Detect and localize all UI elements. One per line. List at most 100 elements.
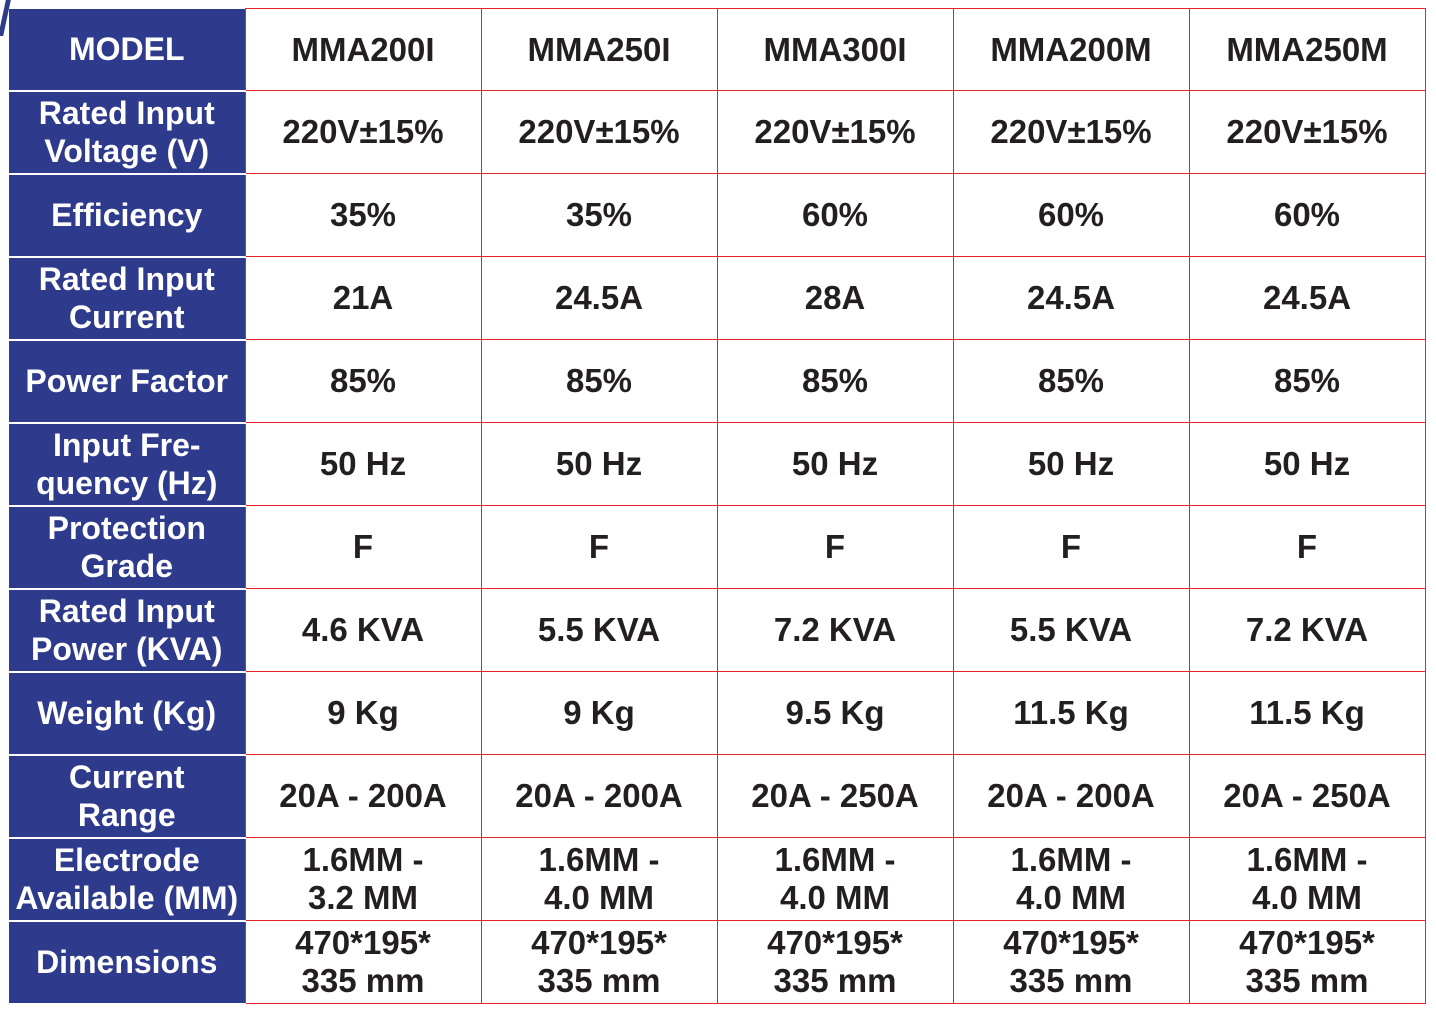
table-row: Electrode Available (MM) 1.6MM - 3.2 MM 1.… bbox=[9, 837, 1426, 922]
cell-value: 11.5 Kg bbox=[1013, 694, 1129, 731]
cell-value: 24.5A bbox=[554, 279, 644, 316]
cell-value: F bbox=[588, 528, 610, 565]
cell-value: 5.5 KVA bbox=[1009, 611, 1133, 648]
cell-value: 11.5 Kg bbox=[1249, 694, 1365, 731]
table-cell: 220V±15% bbox=[716, 90, 954, 174]
table-cell: 9 Kg bbox=[244, 671, 482, 755]
row-label-cell: Current Range bbox=[9, 754, 245, 839]
table-cell: 20A - 200A bbox=[480, 754, 718, 838]
model-name: MMA300I bbox=[763, 30, 907, 68]
cell-value: 28A bbox=[804, 279, 866, 316]
table-row: Efficiency 35% 35% 60% 60% 60% bbox=[9, 173, 1426, 258]
table-cell: 50 Hz bbox=[1188, 422, 1426, 506]
row-label: Dimensions bbox=[36, 944, 218, 980]
table-cell: 470*195* 335 mm bbox=[1188, 920, 1426, 1004]
cell-value: 24.5A bbox=[1262, 279, 1352, 316]
cell-value: 220V±15% bbox=[990, 113, 1152, 150]
model-name: MMA250I bbox=[527, 30, 671, 68]
cell-value: F bbox=[352, 528, 374, 565]
cell-value: 60% bbox=[1273, 196, 1341, 233]
table-row: Protection Grade F F F F F bbox=[9, 505, 1426, 590]
table-cell: 1.6MM - 4.0 MM bbox=[716, 837, 954, 921]
table-row: Current Range 20A - 200A 20A - 200A 20A - 2… bbox=[9, 754, 1426, 839]
row-label: Power Factor bbox=[25, 363, 229, 399]
table-cell: 470*195* 335 mm bbox=[244, 920, 482, 1004]
table-cell: F bbox=[716, 505, 954, 589]
table-cell: F bbox=[480, 505, 718, 589]
table-cell: 85% bbox=[244, 339, 482, 423]
cell-value: 470*195* 335 mm bbox=[295, 924, 431, 999]
row-label-cell: Power Factor bbox=[9, 339, 245, 424]
table-cell: 4.6 KVA bbox=[244, 588, 482, 672]
table-cell: 20A - 250A bbox=[1188, 754, 1426, 838]
cell-value: 60% bbox=[801, 196, 869, 233]
table-cell: 5.5 KVA bbox=[480, 588, 718, 672]
cell-value: F bbox=[1296, 528, 1318, 565]
row-label-cell: Efficiency bbox=[9, 173, 245, 258]
row-label: Electrode Available (MM) bbox=[15, 842, 239, 916]
table-cell: 60% bbox=[716, 173, 954, 257]
table-cell: 24.5A bbox=[1188, 256, 1426, 340]
cell-value: 7.2 KVA bbox=[773, 611, 897, 648]
cell-value: 21A bbox=[332, 279, 394, 316]
row-label: Rated Input Power (KVA) bbox=[31, 593, 223, 667]
cell-value: 85% bbox=[801, 362, 869, 399]
cell-value: 220V±15% bbox=[518, 113, 680, 150]
cell-value: 20A - 200A bbox=[279, 777, 447, 814]
cell-value: 50 Hz bbox=[1263, 445, 1351, 482]
table-row: Power Factor 85% 85% 85% 85% 85% bbox=[9, 339, 1426, 424]
row-label-cell: Input Fre- quency (Hz) bbox=[9, 422, 245, 507]
cell-value: 24.5A bbox=[1026, 279, 1116, 316]
table-cell: 35% bbox=[244, 173, 482, 257]
cell-value: 20A - 200A bbox=[987, 777, 1155, 814]
table-cell: 24.5A bbox=[952, 256, 1190, 340]
row-label-cell: Weight (Kg) bbox=[9, 671, 245, 756]
cell-value: 220V±15% bbox=[282, 113, 444, 150]
model-name-cell: MMA200I bbox=[244, 8, 482, 91]
row-label: Rated Input Current bbox=[38, 261, 215, 335]
table-cell: F bbox=[1188, 505, 1426, 589]
table-cell: 50 Hz bbox=[952, 422, 1190, 506]
table-cell: 470*195* 335 mm bbox=[480, 920, 718, 1004]
cell-value: 50 Hz bbox=[1027, 445, 1115, 482]
table-cell: 85% bbox=[1188, 339, 1426, 423]
table-cell: 60% bbox=[1188, 173, 1426, 257]
table-cell: 28A bbox=[716, 256, 954, 340]
table-cell: 1.6MM - 3.2 MM bbox=[244, 837, 482, 921]
table-cell: 24.5A bbox=[480, 256, 718, 340]
cell-value: 470*195* 335 mm bbox=[531, 924, 667, 999]
row-label: Protection Grade bbox=[47, 510, 206, 584]
table-cell: F bbox=[952, 505, 1190, 589]
cell-value: 35% bbox=[329, 196, 397, 233]
table-cell: 11.5 Kg bbox=[1188, 671, 1426, 755]
cell-value: 1.6MM - 4.0 MM bbox=[538, 841, 660, 916]
table-cell: 20A - 200A bbox=[244, 754, 482, 838]
table-cell: 35% bbox=[480, 173, 718, 257]
table-cell: 220V±15% bbox=[480, 90, 718, 174]
row-label-cell: Rated Input Power (KVA) bbox=[9, 588, 245, 673]
cell-value: 50 Hz bbox=[791, 445, 879, 482]
model-name-cell: MMA250I bbox=[480, 8, 718, 91]
model-header-label: MODEL bbox=[68, 31, 185, 67]
cell-value: 85% bbox=[1273, 362, 1341, 399]
model-name-cell: MMA250M bbox=[1188, 8, 1426, 91]
table-cell: 7.2 KVA bbox=[1188, 588, 1426, 672]
model-name-cell: MMA200M bbox=[952, 8, 1190, 91]
cell-value: 50 Hz bbox=[319, 445, 407, 482]
cell-value: 9 Kg bbox=[327, 694, 399, 731]
cell-value: 220V±15% bbox=[1226, 113, 1388, 150]
model-header-cell: MODEL bbox=[9, 8, 245, 92]
row-label-cell: Dimensions bbox=[9, 920, 245, 1005]
cell-value: 1.6MM - 3.2 MM bbox=[302, 841, 424, 916]
model-name: MMA250M bbox=[1226, 30, 1388, 68]
cell-value: 85% bbox=[329, 362, 397, 399]
row-label-cell: Rated Input Current bbox=[9, 256, 245, 341]
table-row: Rated Input Voltage (V) 220V±15% 220V±15% 2… bbox=[9, 90, 1426, 175]
cell-value: 85% bbox=[1037, 362, 1105, 399]
row-label-cell: Protection Grade bbox=[9, 505, 245, 590]
table-cell: F bbox=[244, 505, 482, 589]
model-name-cell: MMA300I bbox=[716, 8, 954, 91]
table-cell: 21A bbox=[244, 256, 482, 340]
table-cell: 220V±15% bbox=[244, 90, 482, 174]
row-label: Rated Input Voltage (V) bbox=[38, 95, 215, 169]
